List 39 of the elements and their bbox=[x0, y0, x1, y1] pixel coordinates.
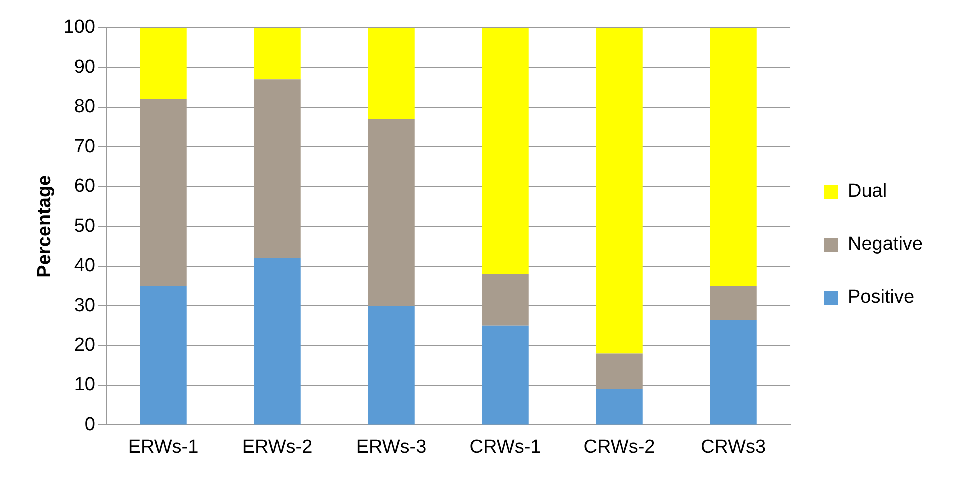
y-tick-label: 10 bbox=[74, 374, 96, 396]
bar bbox=[710, 28, 757, 286]
bar bbox=[254, 28, 301, 80]
bar bbox=[140, 28, 187, 100]
bar bbox=[254, 80, 301, 258]
bar bbox=[140, 286, 187, 425]
bar bbox=[368, 119, 415, 306]
bar bbox=[482, 28, 529, 274]
y-tick-label: 80 bbox=[74, 96, 96, 118]
legend-label: Dual bbox=[848, 181, 888, 202]
legend-label: Positive bbox=[848, 287, 915, 308]
bar bbox=[710, 320, 757, 425]
bar bbox=[710, 286, 757, 320]
y-tick-label: 30 bbox=[74, 295, 96, 316]
y-tick-label: 40 bbox=[74, 256, 96, 277]
x-tick-label: CRWs3 bbox=[700, 436, 766, 458]
x-tick-label: ERWs-3 bbox=[356, 436, 427, 458]
y-tick-label: 90 bbox=[74, 56, 96, 78]
bar bbox=[140, 99, 187, 286]
y-tick-label: 20 bbox=[74, 334, 96, 356]
bar bbox=[482, 326, 529, 425]
x-tick-label: ERWs-1 bbox=[128, 436, 199, 458]
bar bbox=[596, 354, 643, 390]
bar bbox=[482, 274, 529, 326]
y-tick-label: 0 bbox=[84, 414, 96, 436]
x-tick-label: ERWs-2 bbox=[242, 436, 313, 458]
y-tick-label: 50 bbox=[74, 216, 96, 237]
y-tick-label: 100 bbox=[64, 17, 96, 38]
bar bbox=[368, 306, 415, 425]
bar bbox=[596, 28, 643, 354]
legend-label: Negative bbox=[848, 234, 924, 256]
y-axis-title: Percentage bbox=[34, 175, 56, 278]
bar bbox=[596, 389, 643, 425]
y-tick-label: 60 bbox=[74, 176, 96, 198]
bar bbox=[368, 28, 415, 120]
y-tick-label: 70 bbox=[74, 136, 96, 158]
x-tick-label: CRWs-2 bbox=[584, 436, 656, 458]
x-tick-label: CRWs-1 bbox=[470, 436, 542, 458]
bar bbox=[254, 258, 301, 425]
